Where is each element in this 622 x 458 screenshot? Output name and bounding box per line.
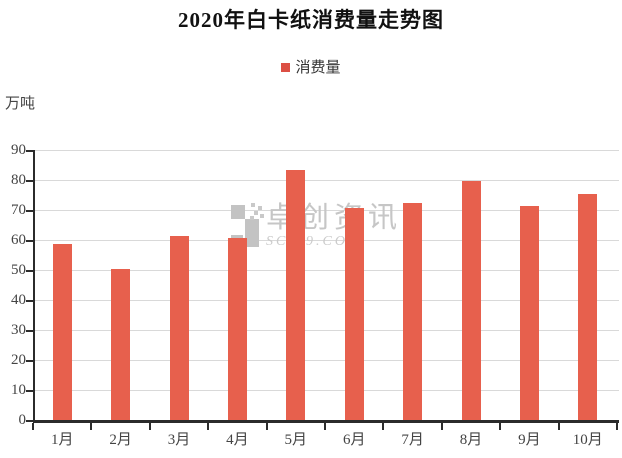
watermark-logo-dot: [254, 211, 258, 215]
y-axis-unit-label: 万吨: [5, 96, 36, 112]
x-axis-tick-label: 8月: [459, 432, 483, 448]
x-axis-tick-label: 6月: [342, 432, 366, 448]
bar-9月: [519, 205, 539, 420]
y-axis-tick-mark: [26, 300, 33, 302]
y-axis-tick-mark: [26, 270, 33, 272]
bar-5月: [286, 169, 306, 420]
y-axis-tick-label: 0: [18, 412, 27, 428]
legend-label: 消费量: [295, 60, 341, 76]
y-axis-tick-label: 20: [11, 352, 26, 368]
bar-7月: [403, 203, 423, 420]
y-axis-tick-mark: [26, 150, 33, 152]
y-axis-tick-mark: [26, 330, 33, 332]
gridline-90: [35, 150, 619, 151]
x-axis-tick-label: 9月: [518, 432, 541, 448]
y-axis-tick-mark: [26, 360, 33, 362]
y-axis-tick-mark: [26, 390, 33, 392]
y-axis-tick-label: 40: [11, 292, 26, 308]
x-axis-tick-label: 2月: [109, 432, 132, 448]
x-axis-tick-label: 3月: [167, 432, 191, 448]
x-axis-tick-mark: [557, 423, 560, 430]
x-axis-tick-mark: [207, 423, 210, 430]
y-axis-tick-label: 50: [11, 262, 26, 278]
y-axis-tick-label: 80: [11, 172, 26, 188]
bar-3月: [169, 236, 189, 420]
x-axis-tick-mark: [90, 423, 93, 430]
y-axis-tick-label: 10: [11, 382, 26, 398]
gridline-20: [35, 360, 619, 361]
x-axis-tick-mark: [382, 423, 385, 430]
bar-10月: [578, 193, 598, 420]
bar-layer: [33, 150, 617, 420]
x-axis-tick-mark: [440, 423, 443, 430]
x-axis-tick-label: 7月: [401, 432, 424, 448]
chart-title: 2020年白卡纸消费量走势图: [178, 8, 444, 32]
x-axis-tick-mark: [616, 423, 618, 430]
bar-2月: [111, 269, 131, 420]
watermark-logo-square: [231, 205, 245, 219]
x-axis-tick-label: 10月: [572, 432, 603, 448]
gridline-80: [35, 180, 619, 181]
x-axis-tick-label: 5月: [284, 432, 308, 448]
x-axis-tick-mark: [265, 423, 268, 430]
gridline-10: [35, 390, 619, 391]
watermark-logo-square: [245, 233, 259, 247]
gridline-30: [35, 330, 619, 331]
x-axis-tick-label: 4月: [226, 432, 249, 448]
x-axis-tick-mark: [32, 423, 34, 430]
y-axis-tick-mark: [26, 420, 33, 422]
bar-6月: [344, 207, 364, 420]
gridline-50: [35, 270, 619, 271]
y-axis-tick-mark: [26, 180, 33, 182]
y-axis-tick-label: 90: [11, 142, 26, 158]
legend-marker-icon: [281, 63, 291, 72]
bar-1月: [52, 244, 72, 420]
watermark-logo-dot: [251, 203, 255, 207]
y-axis-tick-label: 30: [11, 322, 26, 338]
x-axis-tick-label: 1月: [50, 432, 74, 448]
gridline-40: [35, 300, 619, 301]
x-axis-tick-mark: [499, 423, 502, 430]
legend: 消费量: [0, 56, 622, 77]
plot-area: [33, 150, 619, 423]
x-axis-tick-mark: [324, 423, 326, 430]
watermark-logo-square: [245, 219, 259, 233]
bar-4月: [227, 238, 247, 420]
y-axis-tick-label: 70: [11, 202, 26, 218]
gridline-70: [35, 210, 619, 211]
y-axis-tick-label: 60: [11, 232, 26, 248]
gridline-60: [35, 240, 619, 241]
watermark-logo-dot: [250, 216, 254, 220]
bar-8月: [461, 181, 481, 420]
y-axis-tick-mark: [26, 210, 33, 212]
y-axis-tick-mark: [26, 240, 33, 242]
watermark-logo-dot: [258, 206, 262, 210]
watermark-logo-dot: [260, 214, 264, 218]
x-axis-tick-mark: [148, 423, 151, 430]
